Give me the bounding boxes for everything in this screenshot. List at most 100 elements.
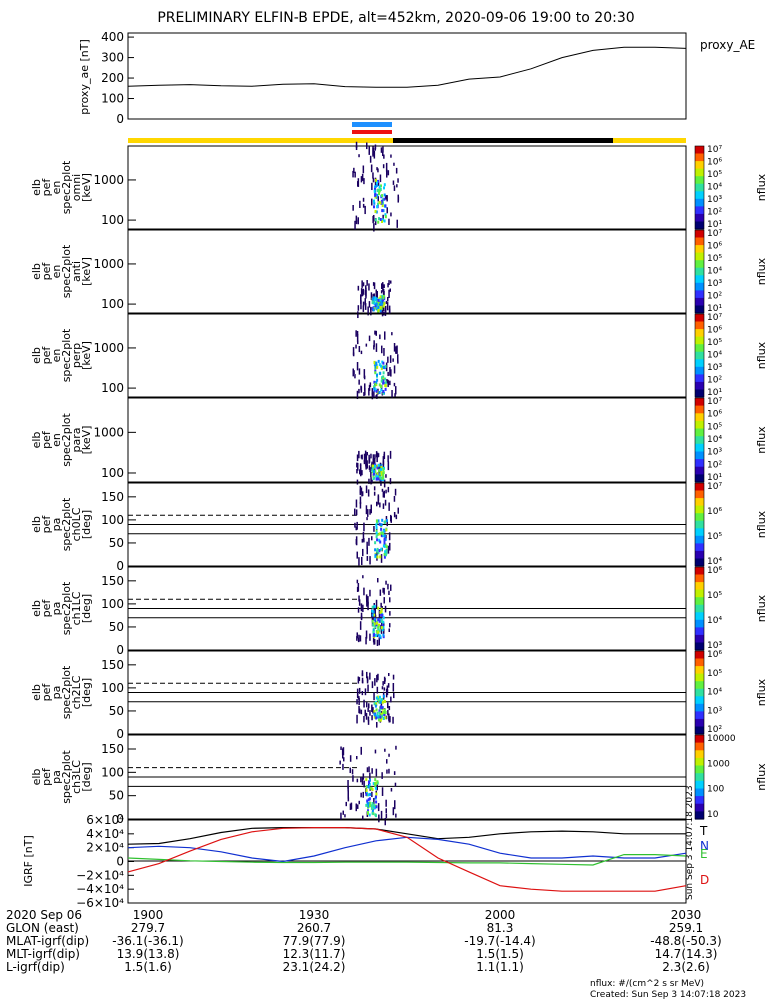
spectrogram-pixel [394,393,396,397]
footer-row-value: -19.7(-14.4) [464,934,535,948]
igrf-tick-label: −6×10⁴ [76,896,124,910]
spectrogram-pixel [374,607,376,616]
spectrogram-pixel [380,184,382,188]
spectrogram-pixel [371,605,374,609]
spectrogram-pixel [382,460,385,469]
spectrogram-pixel [355,499,358,508]
spectrogram-pixel [354,522,356,528]
spectrogram-pixel [375,381,378,385]
spectrogram-pixel [382,620,385,624]
spectrogram-pixel [385,516,388,522]
spectrogram-pixel [371,791,373,798]
spectrogram-pixel [378,629,381,633]
proxy-ae-tick-label: 0 [116,112,124,126]
spectrogram-pixel [380,610,383,614]
spectrogram-pixel [387,486,390,493]
spectrogram-pixel [392,674,395,680]
spectrogram-pixel [355,219,358,225]
units-note: nflux: #/(cm^2 s sr MeV) [590,979,704,989]
colorbar-segment [695,550,704,559]
spectrogram-pixel [376,780,379,784]
spectrogram-pixel [379,714,382,723]
spectrogram-pixel [388,706,391,711]
spectrogram-pixel [366,452,368,456]
footer-row-value: 2030 [671,908,702,922]
colorbar-tick-label: 10³ [707,448,722,458]
spectrogram-pixel [373,486,376,491]
spectrogram-pixel [382,534,385,538]
spectrogram-tick-label: 0 [116,812,124,826]
spectrogram-pixel [376,556,378,561]
spectrogram-pixel [352,205,354,211]
colorbar-segment [695,513,704,522]
spectrogram-pixel [366,799,369,803]
colorbar-segment [695,711,704,720]
spectrogram-pixel [376,549,378,553]
spectrogram-pixel [368,478,370,484]
spectrogram-ylabel-part: anti [70,261,83,282]
spectrogram-pixel [384,550,387,554]
colorbar-segment [695,282,704,291]
colorbar-segment [695,153,704,162]
spectrogram-pixel [377,298,380,302]
spectrogram-pixel [374,365,377,369]
spectrogram-pixel [361,173,364,181]
spectrogram-pixel [356,699,358,705]
spectrogram-pixel [375,696,378,700]
spectrogram-pixel [382,681,384,686]
spectrogram-pixel [378,619,381,623]
spectrogram-pixel [353,370,355,375]
spectrogram-pixel [380,290,383,294]
spectrogram-pixel [386,689,389,696]
spectrogram-pixel [371,613,374,617]
spectrogram-pixel [360,469,362,476]
spectrogram-pixel [374,704,377,708]
spectrogram-pixel [373,380,376,384]
colorbar-segment [695,651,704,660]
colorbar-0: 10⁷ 10⁶ 10⁵ 10⁴ 10³ 10² 10¹ nflux [694,145,768,230]
spectrogram-pixel [374,369,377,373]
spectrogram-pixel [382,391,385,395]
spectrogram-pixel [356,636,358,641]
spectrogram-pixel [381,624,384,628]
igrf-tick-label: −2×10⁴ [76,868,124,882]
spectrogram-pixel [364,688,367,696]
colorbar-segment [695,558,704,567]
spectrogram-tick-label: 100 [101,466,124,480]
spectrogram-pixel [374,218,377,226]
spectrogram-pixel [382,503,385,509]
igrf-legend-T: T [699,824,708,838]
spectrogram-pixel [362,548,364,557]
spectrogram-pixel [382,390,385,393]
igrf-tick-label: 2×10⁴ [86,841,124,855]
spectrogram-pixel [377,519,380,523]
spectrogram-pixel [383,708,386,712]
footer-row-value: -36.1(-36.1) [112,934,183,948]
spectrogram-pixel [375,531,378,535]
colorbar-frame [694,566,705,651]
spectrogram-pixel [381,614,384,617]
footer-ephemeris: 2020 Sep 06 1900 1930 2000 2030 GLON (east) 27… [6,908,722,974]
spectrogram-tick-label: 50 [109,536,124,550]
colorbar-segment [695,146,704,155]
colorbar-segment [695,589,704,598]
spectrogram-pixel [373,391,375,399]
spectrogram-pixel [344,814,346,818]
spectrogram-pixel [369,382,372,388]
spectrogram-pixel [367,707,369,712]
spectrogram-pixel [374,778,377,782]
spectrogram-pixel [390,280,392,284]
spectrogram-pixel [363,392,365,397]
colorbar-segment [695,436,704,445]
spectrogram-pixel [365,636,367,645]
colorbar-label: nflux [755,594,768,622]
spectrogram-pixel [365,290,367,299]
spectrogram-ylabel-part: elb [30,263,43,280]
spectrogram-pixel [382,491,385,498]
spectrogram-pixel [377,202,379,206]
spectrogram-pixel [347,790,349,799]
spectrogram-ylabel-part: pef [40,599,53,618]
spectrogram-pixel [381,772,383,779]
